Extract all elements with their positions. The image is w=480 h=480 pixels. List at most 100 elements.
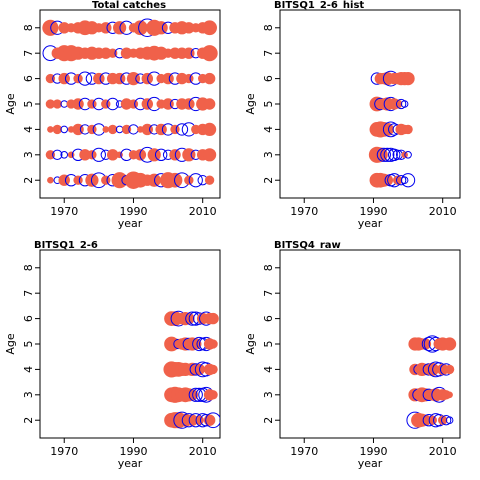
y-tick-label: 8 [262, 24, 275, 31]
bubble-negative [383, 147, 398, 162]
y-axis-label: Age [244, 333, 257, 355]
y-tick-label: 6 [22, 315, 35, 322]
x-tick-label: 2010 [429, 205, 457, 218]
bubble-positive [203, 72, 216, 85]
x-tick-label: 1990 [119, 445, 147, 458]
bubble-positive [79, 149, 91, 161]
x-axis-label: year [358, 217, 383, 230]
y-tick-label: 8 [262, 264, 275, 271]
bubble-positive [443, 337, 457, 351]
y-tick-label: 8 [22, 264, 35, 271]
y-tick-label: 3 [262, 391, 275, 398]
bubble-negative [388, 148, 401, 162]
bubble-positive [147, 148, 161, 162]
bubble-positive [108, 124, 118, 135]
bubble-positive [393, 175, 403, 185]
plot-frame [279, 249, 461, 439]
bubble-positive [436, 363, 449, 376]
bubble-positive [208, 390, 218, 400]
bubble-positive [202, 20, 217, 36]
bubble-layer [163, 310, 220, 429]
bubble-positive [52, 99, 62, 109]
bubble-positive [73, 175, 83, 185]
bubble-negative [205, 412, 220, 429]
bubble-positive [113, 72, 126, 85]
x-tick-label: 1990 [359, 205, 387, 218]
x-tick-label: 1970 [50, 205, 78, 218]
bubble-positive [58, 22, 70, 34]
y-tick-label: 5 [22, 341, 35, 348]
y-axis-label: Age [244, 93, 257, 115]
bubble-positive [154, 46, 168, 60]
y-axis-label: Age [4, 333, 17, 355]
y-tick-label: 7 [262, 290, 275, 297]
bubble-positive [208, 339, 218, 349]
y-tick-label: 2 [262, 417, 275, 424]
bubble-positive [101, 99, 111, 109]
chart-title: BITSQ1_2-6 [34, 240, 98, 251]
bubble-negative [395, 175, 407, 186]
y-tick-label: 4 [22, 366, 35, 373]
y-tick-label: 5 [262, 341, 275, 348]
bubble-positive [393, 99, 403, 109]
x-axis-label: year [118, 457, 143, 470]
bubble-positive [58, 72, 70, 85]
x-tick-label: 1970 [290, 205, 318, 218]
bubble-positive [47, 176, 54, 184]
y-tick-label: 4 [262, 366, 275, 373]
bubble-layer [42, 18, 218, 189]
bubble-positive [162, 72, 174, 85]
bubble-positive [100, 47, 112, 59]
chart-panel-1: Total catches 1970 1990 2010 year 2 3 4 5 6 7 8 Age [4, 0, 221, 230]
bubble-layer [368, 70, 416, 188]
y-tick-label: 6 [262, 75, 275, 82]
bubble-negative [400, 173, 416, 188]
bubble-positive [87, 124, 97, 135]
bubble-positive [106, 149, 119, 161]
bubble-positive [155, 123, 167, 136]
bubble-negative [154, 148, 168, 162]
chart-title: Total catches [92, 0, 166, 11]
bubble-positive [133, 20, 148, 36]
y-tick-label: 7 [262, 50, 275, 57]
x-axis-label: year [118, 217, 143, 230]
y-tick-label: 6 [22, 75, 35, 82]
bubble-positive [401, 71, 415, 86]
bubble-positive [380, 122, 394, 137]
y-tick-label: 7 [22, 290, 35, 297]
bubble-positive [403, 124, 413, 135]
bubble-positive [120, 98, 133, 110]
bubble-negative [91, 147, 106, 162]
bubble-positive [170, 124, 180, 135]
y-tick-label: 7 [22, 50, 35, 57]
y-tick-label: 2 [22, 417, 35, 424]
bubble-negative [188, 387, 203, 402]
bubble-negative [60, 125, 69, 134]
bubble-positive [72, 98, 84, 110]
bubble-positive [446, 391, 453, 399]
y-tick-label: 4 [22, 126, 35, 133]
x-tick-label: 2010 [429, 445, 457, 458]
chart-panel-3: BITSQ1_2-6 1970 1990 2010 year 2 3 4 5 6 7 8 Age [4, 240, 221, 470]
bubble-positive [183, 22, 195, 34]
bubble-positive [128, 99, 139, 109]
bubble-positive [154, 21, 168, 35]
y-tick-label: 8 [22, 24, 35, 31]
bubble-negative [400, 100, 409, 108]
y-tick-label: 3 [22, 391, 35, 398]
bubble-negative [376, 147, 391, 162]
bubble-positive [184, 73, 194, 84]
bubble-positive [52, 124, 62, 135]
bubble-positive [58, 174, 70, 186]
bubble-positive [204, 175, 215, 185]
bubble-negative [106, 97, 119, 111]
bubble-negative [188, 173, 203, 188]
bubble-negative [77, 71, 93, 86]
bubble-positive [201, 45, 218, 62]
bubble-positive [438, 415, 448, 425]
chart-title: BITSQ4_raw [274, 240, 341, 251]
y-tick-label: 2 [262, 177, 275, 184]
y-tick-label: 3 [22, 151, 35, 158]
bubble-negative [445, 416, 454, 425]
